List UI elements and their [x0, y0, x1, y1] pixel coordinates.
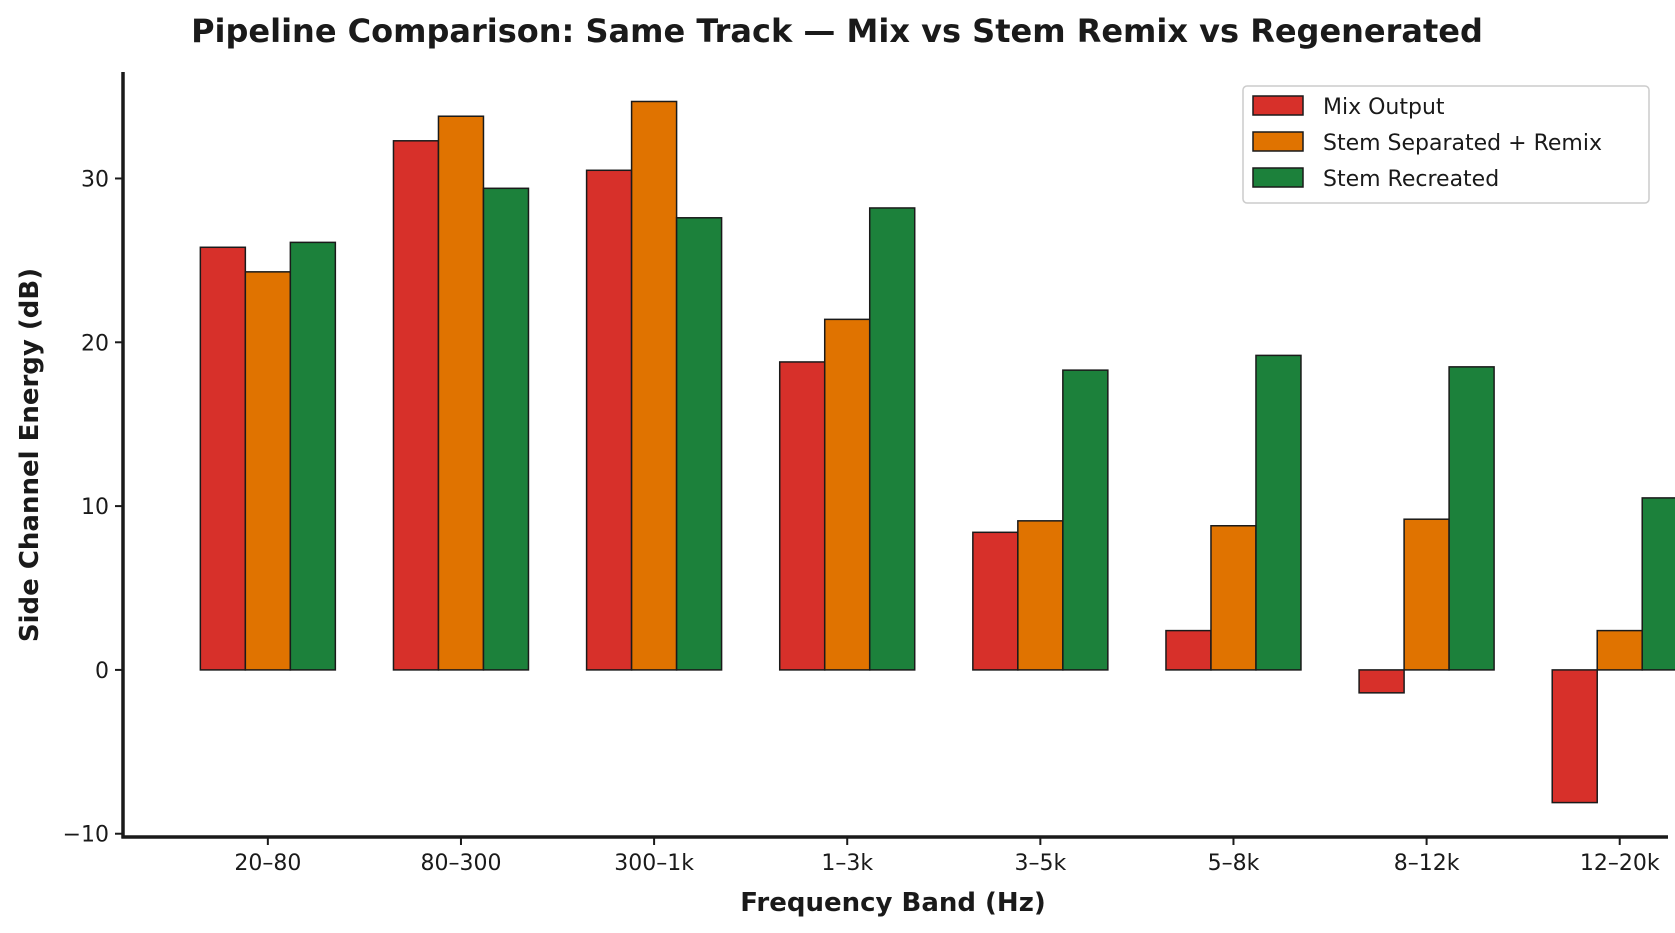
x-tick-label: 8–12k: [1394, 851, 1460, 876]
chart-title: Pipeline Comparison: Same Track — Mix vs…: [191, 12, 1483, 50]
x-axis: 20–80 80–300 300–1k 1–3k 3–5k 5–8k 8–12k 12–20k: [121, 835, 1668, 876]
legend-swatch: [1252, 95, 1304, 116]
bar-2-1: [244, 271, 292, 671]
bar-3-4: [868, 207, 916, 671]
legend-box: [1242, 85, 1650, 204]
x-tick-label: 12–20k: [1580, 851, 1660, 876]
bar-2-4: [823, 318, 871, 671]
bar-1-2: [392, 140, 440, 671]
legend: Mix Output Stem Separated + Remix Stem Rec…: [1242, 85, 1650, 204]
bar-2-5: [1017, 520, 1064, 671]
x-tick-label: 3–5k: [1014, 851, 1066, 876]
legend-swatch: [1252, 131, 1304, 152]
bar-3-5: [1062, 369, 1109, 671]
bar-1-8: [1551, 669, 1598, 804]
bar-1-4: [778, 361, 826, 671]
legend-label: Stem Recreated: [1323, 167, 1499, 192]
x-axis-label: Frequency Band (Hz): [740, 888, 1045, 918]
bar-2-7: [1403, 518, 1450, 671]
y-tick-label: 0: [95, 659, 109, 684]
x-tick-label: 20–80: [234, 851, 301, 876]
legend-swatch: [1252, 167, 1304, 188]
bar-1-7: [1358, 669, 1405, 694]
x-tick-label: 1–3k: [821, 851, 873, 876]
legend-label: Stem Separated + Remix: [1323, 131, 1602, 156]
bar-3-3: [675, 217, 723, 671]
y-tick-label: 10: [81, 495, 109, 520]
legend-label: Mix Output: [1323, 95, 1445, 120]
bar-3-6: [1255, 354, 1302, 671]
y-axis-label: Side Channel Energy (dB): [15, 268, 45, 642]
y-tick-label: 30: [81, 167, 109, 192]
y-tick-label: −10: [63, 823, 109, 848]
x-tick-label: 80–300: [420, 851, 501, 876]
bar-3-2: [482, 187, 530, 671]
y-tick-label: 20: [81, 331, 109, 356]
bar-1-5: [972, 531, 1019, 671]
y-axis: −10 0 10 20 30: [63, 72, 125, 848]
bar-1-1: [199, 246, 247, 671]
bar-3-8: [1641, 497, 1675, 671]
bar-2-8: [1596, 629, 1643, 671]
plot-area: [199, 100, 1675, 804]
bar-1-3: [585, 169, 633, 671]
bar-2-2: [437, 115, 485, 671]
bar-3-7: [1448, 366, 1495, 671]
bar-1-6: [1165, 629, 1212, 671]
bar-2-6: [1210, 525, 1257, 671]
bar-3-1: [289, 241, 337, 671]
x-tick-label: 5–8k: [1208, 851, 1260, 876]
bar-2-3: [630, 100, 678, 671]
x-tick-label: 300–1k: [614, 851, 694, 876]
